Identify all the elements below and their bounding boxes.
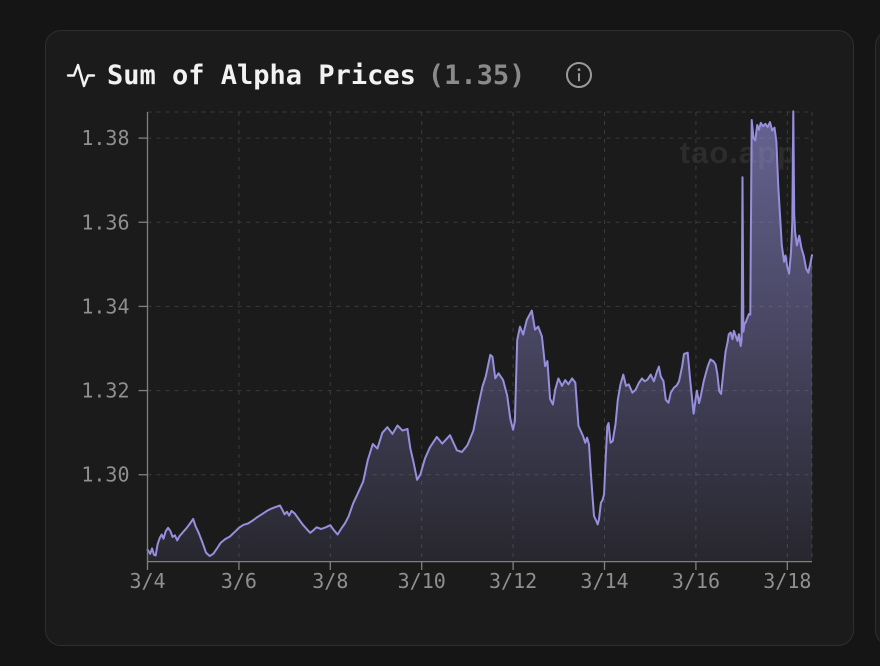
series-area-fill — [147, 111, 812, 561]
gridlines — [147, 111, 813, 561]
activity-icon — [66, 60, 96, 90]
watermark: tao.app — [680, 135, 797, 170]
series-line — [146, 110, 813, 557]
x-axis-label: 3/10 — [398, 569, 446, 593]
x-axis-label: 3/4 — [129, 569, 165, 593]
y-axis-label: 1.30 — [81, 463, 129, 487]
info-icon[interactable] — [565, 61, 593, 89]
x-axis-label: 3/12 — [489, 569, 537, 593]
y-axis-label: 1.36 — [81, 210, 129, 234]
axes — [138, 112, 812, 570]
chart-title: Sum of Alpha Prices — [107, 59, 416, 91]
x-axis-label: 3/14 — [580, 569, 628, 593]
axis-labels: 1.38 1.36 1.34 1.32 1.30 3/4 3/6 3/8 3/10 3/12 3/1… — [81, 126, 811, 593]
chart-current-value: (1.35) — [427, 59, 526, 91]
x-axis-label: 3/6 — [221, 569, 257, 593]
x-axis-label: 3/8 — [312, 569, 348, 593]
x-axis-label: 3/16 — [672, 569, 720, 593]
y-axis-label: 1.38 — [81, 126, 129, 150]
y-axis-label: 1.32 — [81, 379, 129, 403]
x-axis-label: 3/18 — [763, 569, 811, 593]
chart-header: Sum of Alpha Prices (1.35) — [66, 57, 593, 93]
y-axis-label: 1.34 — [81, 294, 129, 318]
